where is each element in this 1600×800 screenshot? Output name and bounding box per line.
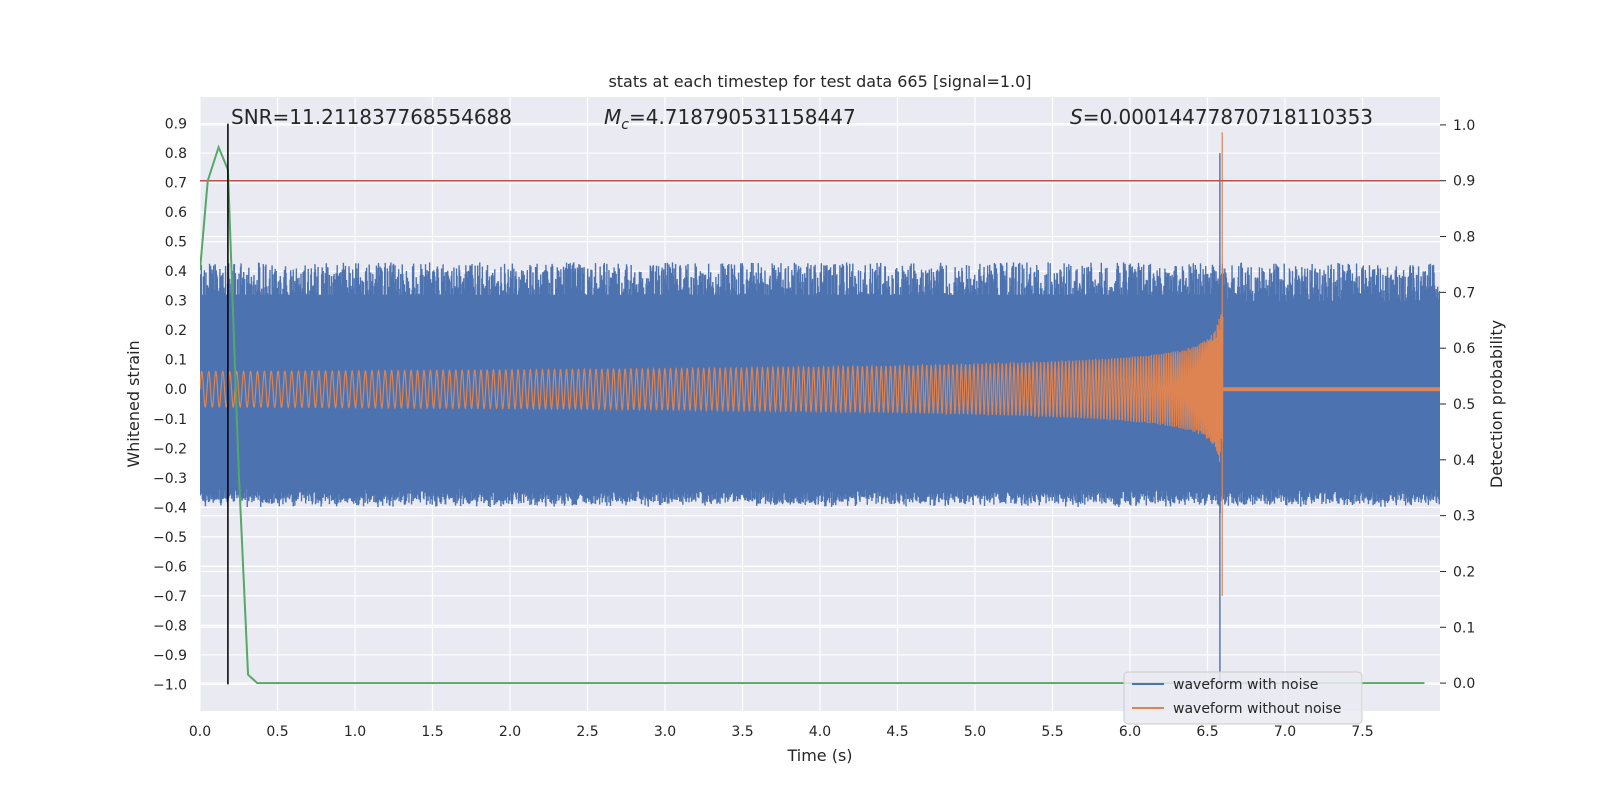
y-left-tick-label: −0.6 xyxy=(153,559,187,575)
series-waveform-without-noise xyxy=(200,132,1440,596)
y-right-tick-label: 0.9 xyxy=(1453,174,1475,190)
chart-title: stats at each timestep for test data 665… xyxy=(608,72,1031,91)
y-right-tick-label: 0.6 xyxy=(1453,341,1475,357)
chirp-mass-symbol: M xyxy=(604,105,621,129)
y-right-axis-ticks: 1.0 0.9 0.8 0.7 0.6 0.5 0.4 0.3 0.2 0.1 0.0 xyxy=(1440,118,1475,692)
y-left-tick-label: 0.8 xyxy=(165,146,187,162)
chirp-waveform-path xyxy=(200,132,1224,596)
y-right-tick-label: 0.4 xyxy=(1453,453,1475,469)
legend-box xyxy=(1123,671,1363,725)
y-left-tick-label: −0.8 xyxy=(153,618,187,634)
s-value: =0.00014477870718110353 xyxy=(1083,105,1373,129)
x-tick-label: 2.0 xyxy=(499,724,521,740)
legend-label-noisy: waveform with noise xyxy=(1173,677,1318,693)
x-tick-label: 5.5 xyxy=(1041,724,1063,740)
y-left-tick-label: −0.7 xyxy=(153,589,187,605)
x-tick-label: 3.0 xyxy=(654,724,676,740)
y-right-tick-label: 1.0 xyxy=(1453,118,1475,134)
y-right-tick-label: 0.3 xyxy=(1453,509,1475,525)
chirp-mass-value: =4.718790531158447 xyxy=(629,105,856,129)
y-left-tick-label: 0.9 xyxy=(165,117,187,133)
x-tick-label: 3.5 xyxy=(731,724,753,740)
annotation-snr: SNR=11.211837768554688 xyxy=(231,105,512,129)
legend: waveform with noise waveform without noi… xyxy=(1123,671,1363,725)
x-tick-label: 0.0 xyxy=(189,724,211,740)
annotation-chirp-mass: Mc=4.718790531158447 xyxy=(604,105,856,133)
y-left-tick-label: −0.5 xyxy=(153,530,187,546)
y-left-tick-label: −0.4 xyxy=(153,500,187,516)
x-tick-label: 5.0 xyxy=(964,724,986,740)
y-right-axis-label: Detection probability xyxy=(1487,320,1506,488)
y-right-tick-label: 0.8 xyxy=(1453,230,1475,246)
chirp-mass-subscript: c xyxy=(621,117,629,133)
y-left-tick-label: −1.0 xyxy=(153,677,187,693)
legend-label-clean: waveform without noise xyxy=(1173,701,1341,717)
y-left-tick-label: −0.9 xyxy=(153,648,187,664)
x-tick-label: 2.5 xyxy=(576,724,598,740)
x-tick-label: 4.5 xyxy=(886,724,908,740)
x-tick-label: 1.0 xyxy=(344,724,366,740)
y-right-tick-label: 0.1 xyxy=(1453,620,1475,636)
y-right-tick-label: 0.0 xyxy=(1453,676,1475,692)
y-left-tick-label: 0.6 xyxy=(165,205,187,221)
y-left-tick-label: 0.0 xyxy=(165,382,187,398)
x-tick-label: 7.5 xyxy=(1351,724,1373,740)
probability-line-path xyxy=(200,144,1425,685)
x-tick-label: 7.0 xyxy=(1274,724,1296,740)
y-left-tick-label: 0.2 xyxy=(165,323,187,339)
x-axis-ticks: 0.0 0.5 1.0 1.5 2.0 2.5 3.0 3.5 4.0 4.5 5.0 5.5 6.0 6… xyxy=(189,724,1374,740)
y-left-tick-label: −0.2 xyxy=(153,441,187,457)
y-left-tick-label: 0.5 xyxy=(165,235,187,251)
y-left-tick-label: −0.1 xyxy=(153,412,187,428)
y-left-axis-ticks: 0.9 0.8 0.7 0.6 0.5 0.4 0.3 0.2 0.1 0.0 −0.1 −0.2 −0… xyxy=(153,117,187,694)
y-right-tick-label: 0.2 xyxy=(1453,564,1475,580)
y-right-tick-label: 0.5 xyxy=(1453,397,1475,413)
annotation-s: S=0.00014477870718110353 xyxy=(1070,105,1373,129)
y-left-axis-label: Whitened strain xyxy=(124,340,143,467)
x-axis-label: Time (s) xyxy=(786,746,852,765)
s-symbol: S xyxy=(1070,105,1083,129)
x-tick-label: 1.5 xyxy=(421,724,443,740)
x-tick-label: 6.0 xyxy=(1119,724,1141,740)
x-tick-label: 0.5 xyxy=(266,724,288,740)
x-tick-label: 4.0 xyxy=(809,724,831,740)
y-left-tick-label: −0.3 xyxy=(153,471,187,487)
y-left-tick-label: 0.3 xyxy=(165,294,187,310)
y-left-tick-label: 0.1 xyxy=(165,353,187,369)
y-right-tick-label: 0.7 xyxy=(1453,285,1475,301)
y-left-tick-label: 0.4 xyxy=(165,264,187,280)
plot-content xyxy=(200,123,1440,685)
y-left-tick-label: 0.7 xyxy=(165,176,187,192)
x-tick-label: 6.5 xyxy=(1196,724,1218,740)
series-detection-probability xyxy=(200,144,1425,685)
